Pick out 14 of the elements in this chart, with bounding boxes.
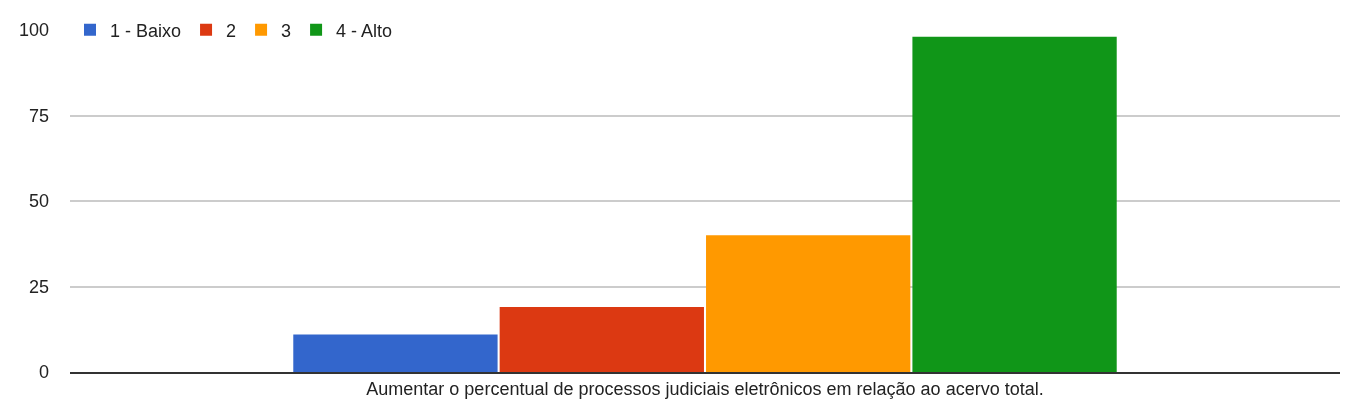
y-tick-label: 75	[28, 105, 49, 126]
y-tick-label: 0	[38, 362, 49, 383]
bar	[706, 235, 911, 372]
y-tick-label: 100	[18, 20, 49, 41]
legend-label: 1 - Baixo	[110, 20, 182, 41]
bar	[499, 307, 704, 372]
y-tick-label: 50	[28, 191, 49, 212]
x-tick-label: Aumentar o percentual de processos judiciais eletrônicos em relação ao acervo total.	[366, 379, 1044, 400]
legend-label: 3	[281, 20, 292, 41]
legend-label: 4 - Alto	[336, 20, 393, 41]
legend-label: 2	[226, 20, 237, 41]
bar	[293, 334, 498, 372]
y-tick-label: 25	[28, 276, 49, 297]
bar	[912, 36, 1117, 372]
